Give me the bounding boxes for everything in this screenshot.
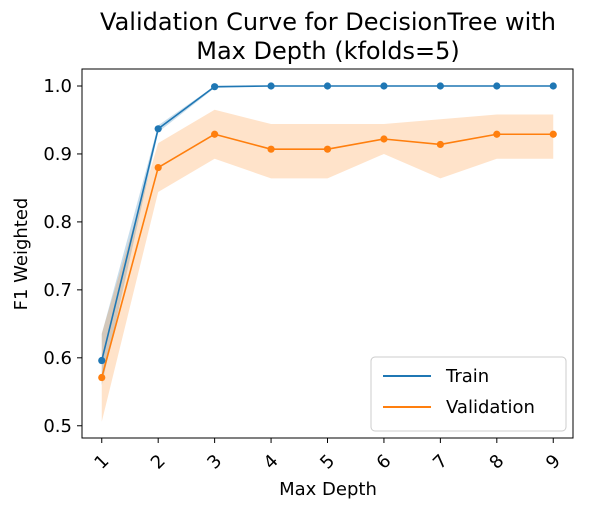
point-validation-6 xyxy=(380,135,388,143)
point-train-1 xyxy=(98,356,106,365)
y-axis-ticks: 0.5 0.6 0.7 0.8 0.9 1.0 xyxy=(43,76,82,437)
point-train-3 xyxy=(211,83,219,91)
point-validation-9 xyxy=(549,130,557,138)
point-train-9 xyxy=(549,82,557,90)
y-tick-label-4: 0.9 xyxy=(43,144,72,165)
band-validation xyxy=(101,109,554,422)
y-tick-label-1: 0.6 xyxy=(43,348,72,369)
point-validation-7 xyxy=(436,140,444,149)
point-train-6 xyxy=(380,82,388,90)
y-tick-label-0: 0.5 xyxy=(43,416,72,437)
point-train-4 xyxy=(267,82,275,90)
point-train-7 xyxy=(436,82,444,90)
confidence-bands xyxy=(101,85,554,422)
chart-title-line-1: Validation Curve for DecisionTree with xyxy=(100,8,556,36)
legend-label-train: Train xyxy=(445,366,489,387)
legend: Train Validation xyxy=(370,356,567,432)
y-tick-label-5: 1.0 xyxy=(43,76,72,97)
y-axis-label: F1 Weighted xyxy=(11,198,32,311)
legend-label-validation: Validation xyxy=(446,397,535,418)
chart-title-line-2: Max Depth (kfolds=5) xyxy=(196,37,460,65)
point-validation-4 xyxy=(267,145,275,153)
y-tick-label-3: 0.8 xyxy=(43,212,72,233)
point-validation-5 xyxy=(323,145,332,153)
point-train-8 xyxy=(493,82,501,90)
point-validation-3 xyxy=(211,130,219,138)
point-validation-2 xyxy=(154,163,162,172)
y-tick-label-2: 0.7 xyxy=(43,280,72,301)
series-markers xyxy=(98,82,557,382)
point-validation-8 xyxy=(493,130,501,138)
point-train-5 xyxy=(323,82,332,90)
point-validation-1 xyxy=(98,373,106,382)
point-train-2 xyxy=(154,125,162,133)
x-axis-label: Max Depth xyxy=(279,479,377,500)
